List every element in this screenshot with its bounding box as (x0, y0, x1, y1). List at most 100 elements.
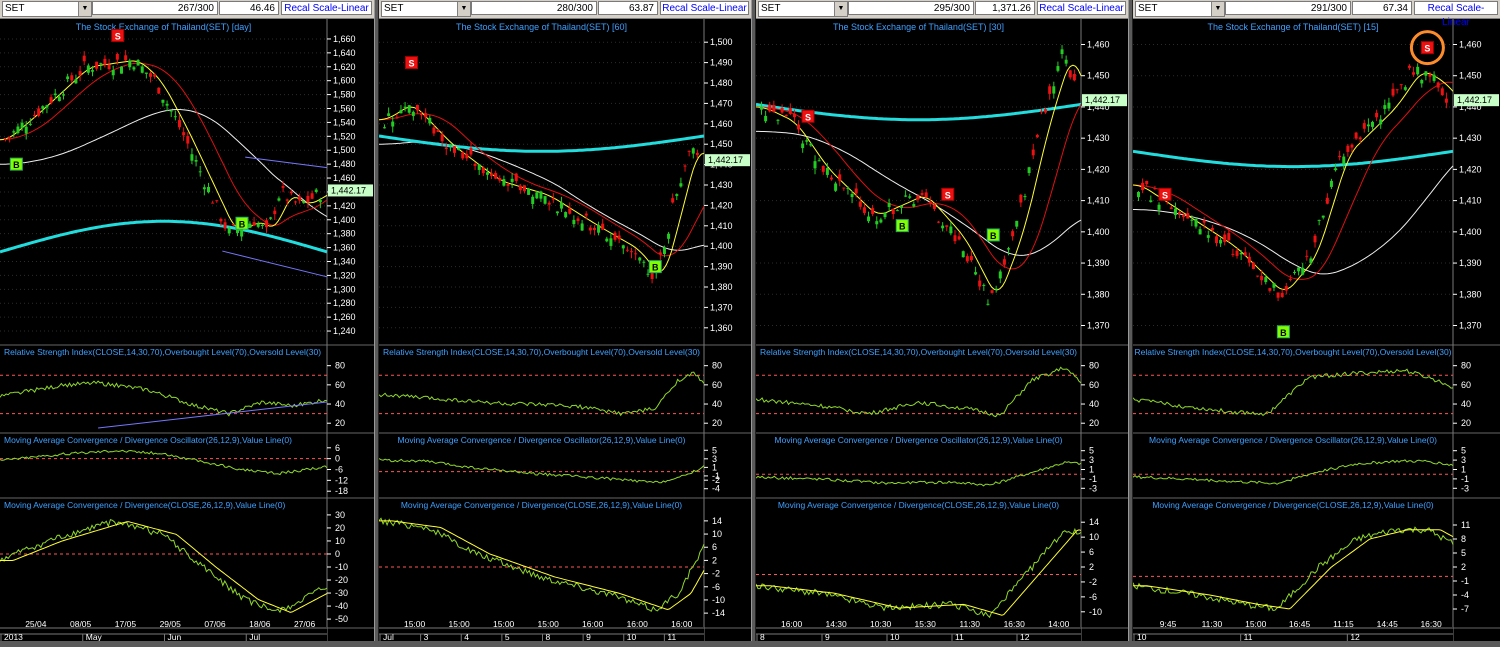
recal-scale-button[interactable]: Recal Scale-Linear (281, 1, 372, 15)
chart-panel-60[interactable]: SET ▼ 280/300 63.87 Recal Scale-Linear 1,500 1… (379, 0, 751, 647)
candle-body (953, 235, 957, 242)
chart-panel-day[interactable]: SET ▼ 267/300 46.46 Recal Scale-Linear 1,660 1… (0, 0, 374, 647)
buy-signal[interactable] (986, 228, 1000, 242)
time-tick-label: 11:30 (959, 619, 980, 629)
sell-signal[interactable] (1158, 187, 1172, 201)
sell-signal[interactable] (405, 56, 418, 70)
price-tick-label: 1,420 (333, 201, 356, 211)
candle-body (916, 195, 920, 200)
buy-signal[interactable] (235, 216, 249, 230)
trend-line[interactable] (98, 401, 328, 429)
indicator-tick-label: -6 (335, 465, 343, 475)
candle-body (1395, 89, 1399, 91)
candle-body (764, 115, 768, 122)
candle-body (310, 193, 314, 199)
recal-scale-button[interactable]: Recal Scale-Linear (660, 1, 749, 15)
candle-body (941, 225, 945, 229)
panel-splitter[interactable] (1128, 0, 1133, 647)
price-tick-label: 1,340 (333, 257, 356, 267)
candle-body (969, 256, 973, 261)
candle-body (891, 208, 895, 215)
chart-panel-30[interactable]: SET ▼ 295/300 1,371.26 Recal Scale-Linear 1,4… (756, 0, 1128, 647)
candle-body (41, 106, 45, 109)
indicator-tick-label: 10 (335, 536, 345, 546)
indicator-tick-label: 2 (712, 555, 717, 565)
buy-signal[interactable] (895, 219, 909, 233)
candle-body (1305, 255, 1309, 257)
candle-body (568, 208, 572, 214)
symbol-select[interactable]: SET ▼ (758, 1, 848, 17)
recal-scale-button[interactable]: Recal Scale-Linear (1037, 1, 1126, 15)
panel-splitter[interactable] (374, 0, 379, 647)
chevron-down-icon[interactable]: ▼ (1211, 2, 1224, 16)
candle-body (1002, 259, 1006, 265)
candle-body (1432, 74, 1436, 81)
buy-signal[interactable] (648, 260, 662, 274)
chart-title: The Stock Exchange of Thailand(SET) [30] (833, 22, 1004, 32)
candle-body (1375, 112, 1379, 118)
signal-label: B (899, 222, 906, 232)
signal-label: B (990, 231, 997, 241)
chart-panel-15[interactable]: SET ▼ 291/300 67.34 Recal Scale-Linear 1,460 1… (1133, 0, 1500, 647)
indicator-tick-label: -1 (1089, 474, 1097, 484)
last-price-label: 1,442.17 (1457, 95, 1492, 105)
panel-splitter[interactable] (751, 0, 756, 647)
indicator-tick-label: -2 (712, 569, 720, 579)
trend-line[interactable] (222, 250, 328, 278)
candle-body (887, 202, 891, 208)
signal-label: B (652, 263, 659, 273)
chevron-down-icon[interactable]: ▼ (78, 2, 91, 16)
indicator-tick-label: 20 (335, 523, 345, 533)
indicator-tick-label: 8 (1461, 534, 1466, 544)
symbol-select[interactable]: SET ▼ (381, 1, 471, 17)
sell-signal[interactable] (941, 187, 955, 201)
indicator-tick-label: 20 (1089, 418, 1099, 428)
candle-body (978, 280, 982, 287)
price-tick-label: 1,560 (333, 104, 356, 114)
symbol-select[interactable]: SET ▼ (2, 1, 92, 17)
candle-body (1239, 252, 1243, 255)
indicator-line (379, 371, 705, 417)
candle-body (111, 69, 115, 76)
indicator-tick-label: -7 (1461, 604, 1469, 614)
buy-signal[interactable] (1276, 325, 1290, 339)
candle-body (86, 65, 90, 73)
trend-line[interactable] (245, 156, 328, 169)
symbol-select[interactable]: SET ▼ (1135, 1, 1225, 17)
price-tick-label: 1,380 (333, 229, 356, 239)
indicator-tick-label: -3 (1461, 483, 1469, 493)
signal-label: S (408, 59, 414, 69)
candle-body (687, 150, 691, 152)
chevron-down-icon[interactable]: ▼ (834, 2, 847, 16)
chart-canvas: 1,460 1,450 1,440 1,430 1,420 1,410 1,400 1,390… (1133, 18, 1500, 641)
candle-body (514, 173, 518, 181)
candle-body (1342, 156, 1346, 165)
candle-body (444, 147, 448, 150)
bottom-scrollbar[interactable] (0, 641, 1500, 647)
price-tick-label: 1,390 (1087, 258, 1110, 268)
buy-signal[interactable] (9, 157, 23, 171)
time-tick-label: 27/06 (294, 619, 316, 629)
candle-body (477, 164, 481, 170)
sell-signal[interactable] (111, 28, 125, 42)
candle-body (440, 134, 444, 142)
candle-body (572, 219, 576, 225)
candle-body (510, 178, 514, 182)
chevron-down-icon[interactable]: ▼ (457, 2, 470, 16)
candle-body (219, 218, 223, 222)
candle-body (28, 123, 32, 125)
indicator-tick-label: 10 (1089, 532, 1099, 542)
chart-toolbar: SET ▼ 295/300 1,371.26 Recal Scale-Linear (756, 0, 1128, 19)
recal-scale-button[interactable]: Recal Scale-Linear (1414, 1, 1498, 28)
time-tick-label: 14:30 (825, 619, 847, 629)
candle-body (1068, 70, 1072, 78)
candle-body (231, 224, 235, 226)
indicator-tick-label: -14 (712, 608, 725, 618)
candle-body (634, 253, 638, 255)
chart-canvas: 1,460 1,450 1,440 1,430 1,420 1,410 1,400 1,390… (756, 18, 1128, 641)
sell-signal[interactable] (801, 109, 815, 123)
symbol-value: SET (5, 3, 25, 14)
candle-body (642, 261, 646, 263)
price-tick-label: 1,500 (710, 37, 733, 47)
sell-signal[interactable] (1420, 41, 1434, 55)
